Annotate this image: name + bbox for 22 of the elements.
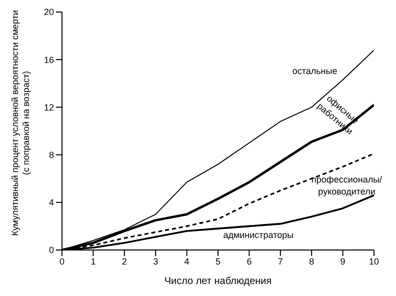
- series-label: администраторы: [223, 230, 294, 240]
- x-tick-label: 9: [340, 256, 346, 266]
- y-tick-label: 16: [44, 54, 54, 65]
- y-tick-label: 12: [44, 102, 54, 112]
- x-tick-label: 3: [153, 256, 158, 266]
- x-tick-label: 1: [90, 256, 96, 266]
- x-axis-title: Число лет наблюдения: [164, 276, 272, 287]
- series-label: профессионалы/ руководители: [312, 174, 383, 197]
- y-tick-label: 4: [48, 198, 54, 208]
- x-tick-label: 0: [59, 256, 65, 266]
- x-tick-label: 8: [309, 256, 314, 266]
- y-tick-label: 0: [48, 245, 54, 256]
- y-axis-title: Кумулятивный процент условной вероятности смерти (с поправкой на возраст): [10, 9, 32, 238]
- x-tick-label: 4: [184, 256, 190, 266]
- x-tick-label: 5: [215, 256, 221, 266]
- x-tick-label: 6: [246, 256, 252, 266]
- x-tick-label: 7: [278, 256, 283, 266]
- y-tick-label: 20: [44, 7, 54, 18]
- x-tick-label: 10: [368, 256, 380, 266]
- series-label: остальные: [292, 66, 338, 76]
- y-tick-label: 8: [48, 150, 54, 160]
- x-tick-label: 2: [122, 256, 127, 266]
